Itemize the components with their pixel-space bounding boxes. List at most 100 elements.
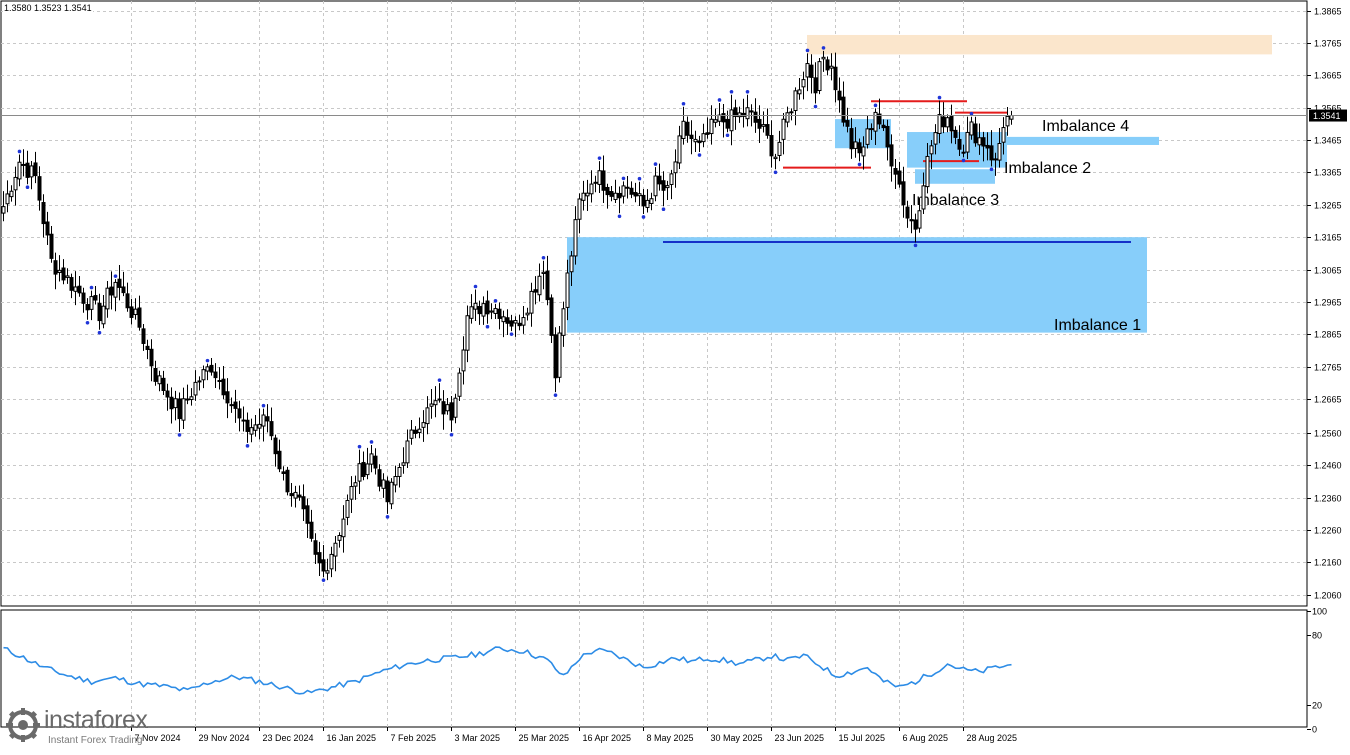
fractal-down-marker: [697, 153, 702, 157]
candle-body: [49, 233, 54, 259]
candle-body: [513, 320, 518, 324]
fractal-up-marker: [653, 162, 658, 166]
price-tick-label: 1.2765: [1314, 363, 1342, 373]
fractal-up-marker: [473, 284, 478, 289]
candle-body: [853, 141, 858, 149]
candle-body: [717, 114, 722, 122]
price-tick-label: 1.3165: [1314, 233, 1342, 243]
candle-body: [169, 396, 174, 410]
candle-body: [253, 424, 258, 431]
candle-body: [817, 61, 822, 92]
candle-body: [77, 285, 82, 294]
candle-body: [145, 345, 150, 350]
rsi-tick-label: 20: [1312, 701, 1322, 711]
candle-body: [105, 287, 110, 310]
candle-body: [165, 390, 170, 398]
price-tick-label: 1.3365: [1314, 168, 1342, 178]
fractal-up-marker: [541, 255, 546, 260]
candle-body: [613, 192, 618, 200]
candle-body: [293, 491, 298, 499]
candle-body: [797, 89, 802, 95]
candle-body: [705, 132, 710, 135]
candle-body: [581, 192, 586, 201]
candle-body: [85, 304, 90, 311]
candle-body: [677, 135, 682, 164]
candle-body: [661, 180, 666, 191]
candle-body: [509, 320, 514, 327]
candle-body: [657, 175, 662, 185]
candle-body: [41, 202, 46, 225]
candle-body: [845, 120, 850, 127]
candle-body: [445, 404, 450, 412]
fractal-up-marker: [637, 176, 642, 181]
candle-body: [769, 135, 774, 157]
candle-body: [741, 112, 746, 117]
candle-body: [877, 113, 882, 125]
candle-body: [21, 163, 26, 166]
fractal-up-marker: [113, 274, 118, 278]
candle-body: [25, 162, 30, 178]
candle-body: [133, 308, 138, 316]
candle-body: [441, 401, 446, 415]
instaforex-logo: instaforex Instant Forex Trading: [2, 704, 180, 748]
candle-body: [393, 476, 398, 486]
fractal-down-marker: [485, 324, 490, 329]
time-tick-label: 23 Jun 2025: [775, 733, 825, 743]
candle-body: [37, 176, 42, 201]
candle-body: [45, 221, 50, 236]
candle-body: [321, 559, 326, 572]
candle-body: [553, 334, 558, 379]
candle-body: [805, 63, 810, 78]
instaforex-gear-icon: [6, 708, 40, 742]
candle-body: [737, 112, 742, 118]
candle-body: [629, 187, 634, 195]
fractal-down-marker: [509, 332, 514, 336]
candle-body: [121, 286, 126, 294]
brand-name: instaforex: [44, 706, 148, 734]
candle-body: [97, 302, 102, 322]
price-tick-label: 1.3765: [1314, 39, 1342, 49]
candle-body: [197, 380, 202, 383]
candle-body: [297, 494, 302, 498]
candle-body: [109, 286, 114, 296]
candle-body: [709, 118, 714, 135]
fractal-down-marker: [85, 320, 90, 325]
candle-body: [729, 109, 734, 132]
candle-body: [89, 296, 94, 310]
candle-body: [949, 115, 954, 132]
fractal-down-marker: [617, 214, 622, 219]
fractal-up-marker: [729, 89, 734, 94]
rsi-line: [3, 646, 1012, 695]
candle-body: [161, 377, 166, 391]
candle-body: [413, 429, 418, 434]
candle-body: [301, 496, 306, 510]
candle-body: [873, 111, 878, 132]
time-tick-label: 23 Dec 2024: [263, 733, 314, 743]
candle-body: [973, 123, 978, 144]
candle-body: [621, 185, 626, 197]
candle-body: [665, 185, 670, 189]
imbalance-label: Imbalance 1: [1054, 317, 1141, 334]
candle-body: [605, 186, 610, 196]
candle-body: [317, 552, 322, 564]
fractal-up-marker: [493, 299, 498, 303]
fractal-up-marker: [717, 98, 722, 102]
rsi-pane-frame: [0, 609, 1308, 728]
candle-body: [117, 278, 122, 288]
candle-body: [501, 316, 506, 323]
candle-body: [433, 400, 438, 406]
candle-body: [65, 275, 70, 278]
candle-body: [925, 155, 930, 188]
candle-body: [965, 131, 970, 153]
candle-body: [429, 403, 434, 407]
candle-body: [245, 419, 250, 432]
candle-body: [541, 271, 546, 274]
candle-body: [425, 407, 430, 425]
candle-body: [461, 349, 466, 372]
imbalance-label: Imbalance 3: [912, 192, 999, 209]
fractal-down-marker: [321, 578, 326, 582]
price-tick-label: 1.2865: [1314, 330, 1342, 340]
time-tick-label: 7 Nov 2024: [135, 733, 181, 743]
candle-body: [517, 322, 522, 327]
